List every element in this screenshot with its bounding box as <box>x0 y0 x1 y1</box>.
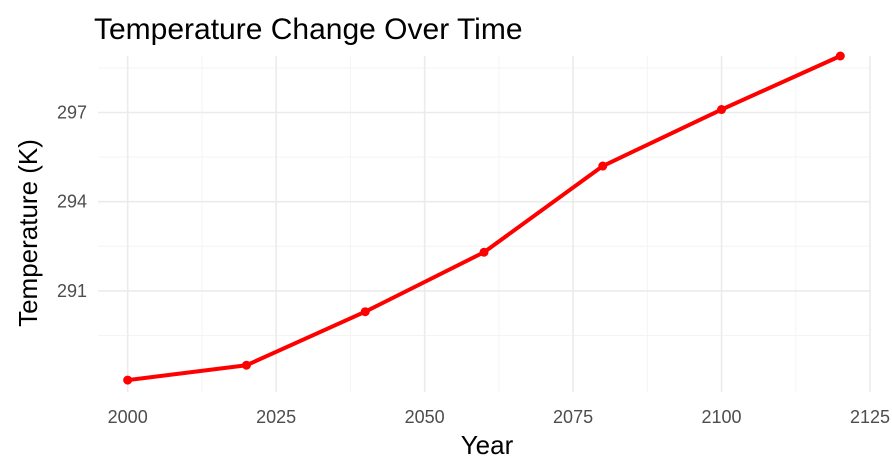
temperature-line <box>125 54 843 383</box>
y-axis-title: Temperature (K) <box>13 139 43 327</box>
data-point <box>360 307 370 317</box>
x-tick-label: 2125 <box>850 407 890 427</box>
x-tick-label: 2000 <box>108 407 148 427</box>
data-point <box>241 360 251 370</box>
chart-title: Temperature Change Over Time <box>94 13 523 46</box>
x-tick-label: 2050 <box>405 407 445 427</box>
x-tick-label: 2025 <box>256 407 296 427</box>
data-point <box>123 375 133 385</box>
data-point <box>598 161 608 171</box>
x-tick-label: 2075 <box>553 407 593 427</box>
x-tick-label: 2100 <box>702 407 742 427</box>
y-tick-label: 297 <box>57 102 87 122</box>
y-tick-label: 291 <box>57 281 87 301</box>
tick-labels: 2000 2025 2050 2075 2100 2125 291 294 297 <box>57 102 890 427</box>
data-point <box>717 105 727 115</box>
x-axis-title: Year <box>461 430 514 460</box>
data-point <box>479 247 489 257</box>
data-series <box>123 51 845 385</box>
y-tick-label: 294 <box>57 192 87 212</box>
grid-lines <box>98 56 871 392</box>
data-point <box>835 51 845 61</box>
